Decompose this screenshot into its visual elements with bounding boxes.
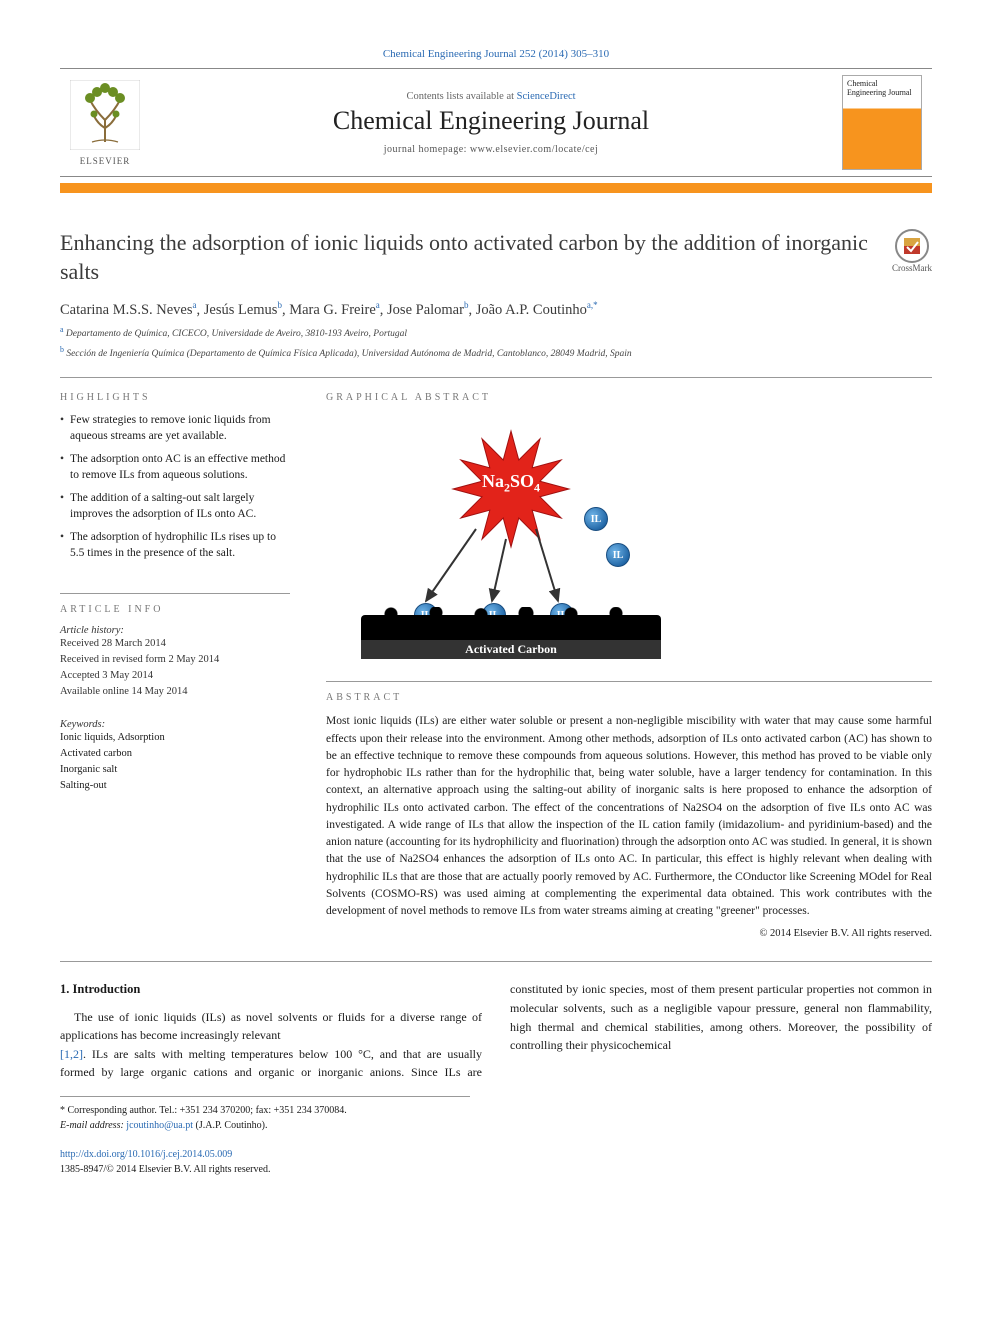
- contents-line: Contents lists available at ScienceDirec…: [162, 91, 820, 102]
- highlight-item: The adsorption of hydrophilic ILs rises …: [60, 530, 290, 561]
- citation-line: Chemical Engineering Journal 252 (2014) …: [60, 48, 932, 60]
- elsevier-tree-icon: [70, 80, 140, 150]
- history-label: Article history:: [60, 625, 290, 636]
- separator: [60, 961, 932, 962]
- crossmark-icon: [901, 235, 923, 257]
- email-label: E-mail address:: [60, 1120, 124, 1131]
- keyword: Salting-out: [60, 778, 290, 794]
- graphical-abstract-label: GRAPHICAL ABSTRACT: [326, 392, 932, 403]
- abstract-label: ABSTRACT: [326, 692, 932, 703]
- author: João A.P. Coutinhoa,*: [476, 302, 598, 318]
- doi-block: http://dx.doi.org/10.1016/j.cej.2014.05.…: [60, 1147, 932, 1177]
- keyword: Ionic liquids, Adsorption: [60, 730, 290, 746]
- copyright-line: © 2014 Elsevier B.V. All rights reserved…: [326, 928, 932, 939]
- author: Catarina M.S.S. Nevesa: [60, 302, 197, 318]
- separator: [60, 593, 290, 594]
- author: Jesús Lemusb: [204, 302, 282, 318]
- highlights-label: HIGHLIGHTS: [60, 392, 290, 403]
- highlights-list: Few strategies to remove ionic liquids f…: [60, 413, 290, 561]
- body-columns: 1. Introduction The use of ionic liquids…: [60, 980, 932, 1082]
- journal-homepage: journal homepage: www.elsevier.com/locat…: [162, 144, 820, 155]
- keyword: Activated carbon: [60, 746, 290, 762]
- keyword: Inorganic salt: [60, 762, 290, 778]
- history-block: Received 28 March 2014Received in revise…: [60, 636, 290, 699]
- issn-line: 1385-8947/© 2014 Elsevier B.V. All right…: [60, 1164, 270, 1175]
- separator: [60, 377, 932, 378]
- citation-link[interactable]: Chemical Engineering Journal 252 (2014) …: [383, 48, 609, 60]
- affiliation: b Sección de Ingeniería Química (Departa…: [60, 345, 932, 359]
- accent-bar: [60, 183, 932, 193]
- sciencedirect-link[interactable]: ScienceDirect: [517, 91, 576, 102]
- highlight-item: The adsorption onto AC is an effective m…: [60, 452, 290, 483]
- history-line: Received in revised form 2 May 2014: [60, 652, 290, 668]
- section-heading: 1. Introduction: [60, 980, 482, 999]
- carbon-label: Activated Carbon: [361, 640, 661, 659]
- corresponding-author: * Corresponding author. Tel.: +351 234 3…: [60, 1103, 470, 1118]
- publisher-block: ELSEVIER: [60, 80, 150, 166]
- journal-name: Chemical Engineering Journal: [162, 106, 820, 136]
- highlight-item: The addition of a salting-out salt large…: [60, 491, 290, 522]
- journal-cover-icon: Chemical Engineering Journal: [842, 75, 922, 170]
- ref-link[interactable]: [1,2]: [60, 1047, 83, 1061]
- publisher-name: ELSEVIER: [70, 156, 140, 166]
- abstract-text: Most ionic liquids (ILs) are either wate…: [326, 713, 932, 920]
- keywords-block: Ionic liquids, AdsorptionActivated carbo…: [60, 730, 290, 793]
- history-line: Accepted 3 May 2014: [60, 668, 290, 684]
- footnotes: * Corresponding author. Tel.: +351 234 3…: [60, 1096, 470, 1133]
- email-paren: (J.A.P. Coutinho).: [196, 1120, 268, 1131]
- crossmark-label: CrossMark: [892, 263, 932, 273]
- masthead: ELSEVIER Contents lists available at Sci…: [60, 68, 932, 177]
- doi-link[interactable]: http://dx.doi.org/10.1016/j.cej.2014.05.…: [60, 1149, 232, 1160]
- article-title: Enhancing the adsorption of ionic liquid…: [60, 229, 872, 286]
- history-line: Received 28 March 2014: [60, 636, 290, 652]
- highlight-item: Few strategies to remove ionic liquids f…: [60, 413, 290, 444]
- keywords-label: Keywords:: [60, 719, 290, 730]
- email-link[interactable]: jcoutinho@ua.pt: [126, 1120, 193, 1131]
- crossmark-badge[interactable]: CrossMark: [892, 229, 932, 273]
- author: Mara G. Freirea: [289, 302, 380, 318]
- affiliation: a Departamento de Química, CICECO, Unive…: [60, 325, 932, 339]
- author-list: Catarina M.S.S. Nevesa, Jesús Lemusb, Ma…: [60, 300, 932, 319]
- article-info-label: ARTICLE INFO: [60, 604, 290, 615]
- body-para-1: The use of ionic liquids (ILs) as novel …: [60, 1008, 482, 1045]
- author: Jose Palomarb: [387, 302, 468, 318]
- separator: [326, 681, 932, 682]
- graphical-abstract: Na2SO4ILILILILILActivated Carbon: [326, 413, 696, 663]
- history-line: Available online 14 May 2014: [60, 684, 290, 700]
- carbon-bar: [361, 615, 661, 641]
